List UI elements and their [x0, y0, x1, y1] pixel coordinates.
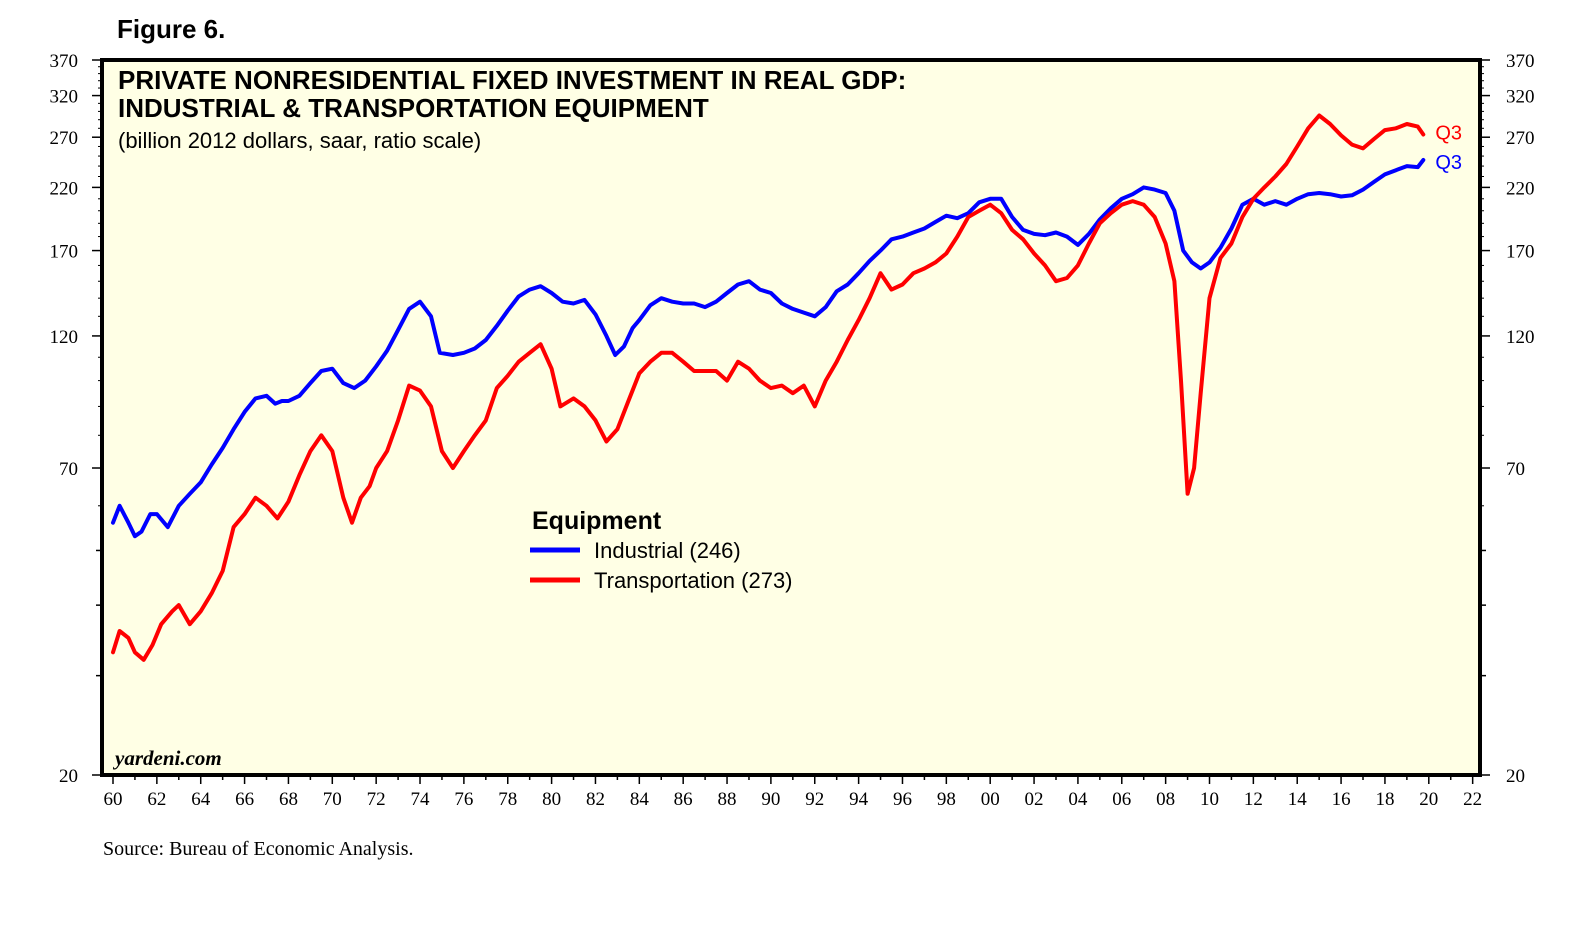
- x-tick-label: 10: [1200, 789, 1219, 810]
- y-tick-label-right: 220: [1506, 178, 1535, 199]
- x-tick-label: 86: [674, 789, 693, 810]
- y-tick-label-right: 70: [1506, 459, 1525, 480]
- x-tick-label: 90: [761, 789, 780, 810]
- y-tick-label-left: 270: [50, 128, 79, 149]
- x-tick-label: 96: [893, 789, 912, 810]
- end-label-industrial: Q3: [1435, 152, 1462, 174]
- x-tick-label: 16: [1332, 789, 1351, 810]
- legend-title: Equipment: [532, 507, 662, 535]
- x-tick-label: 68: [279, 789, 298, 810]
- x-tick-label: 06: [1112, 789, 1131, 810]
- x-tick-label: 64: [191, 789, 211, 810]
- x-tick-label: 78: [498, 789, 517, 810]
- chart-title-line2: INDUSTRIAL & TRANSPORTATION EQUIPMENT: [118, 93, 709, 123]
- y-tick-label-left: 20: [59, 766, 78, 787]
- y-tick-label-right: 20: [1506, 766, 1525, 787]
- x-tick-label: 62: [147, 789, 166, 810]
- x-tick-label: 98: [937, 789, 956, 810]
- x-axis: 60 62 64 66 68 70 72 74 76 78 80 82 84 86 88 90 92 94 96 98…: [104, 775, 1482, 810]
- legend-label-industrial: Industrial (246): [594, 538, 741, 563]
- x-tick-label: 76: [454, 789, 473, 810]
- x-tick-label: 82: [586, 789, 605, 810]
- end-label-transportation: Q3: [1435, 123, 1462, 145]
- y-tick-label-right: 120: [1506, 327, 1535, 348]
- y-tick-label-left: 120: [50, 327, 79, 348]
- x-tick-label: 18: [1375, 789, 1394, 810]
- x-tick-label: 66: [235, 789, 254, 810]
- legend-label-transportation: Transportation (273): [594, 568, 793, 593]
- y-tick-label-left: 220: [50, 178, 79, 199]
- y-tick-label-right: 170: [1506, 242, 1535, 263]
- x-tick-label: 14: [1288, 789, 1308, 810]
- y-tick-label-right: 270: [1506, 128, 1535, 149]
- source-note: Source: Bureau of Economic Analysis.: [103, 838, 414, 860]
- x-tick-label: 08: [1156, 789, 1175, 810]
- x-tick-label: 22: [1463, 789, 1482, 810]
- chart-subtitle: (billion 2012 dollars, saar, ratio scale…: [118, 128, 481, 153]
- x-tick-label: 00: [981, 789, 1000, 810]
- x-tick-label: 88: [718, 789, 737, 810]
- y-tick-label-right: 320: [1506, 87, 1535, 108]
- x-tick-label: 74: [411, 789, 431, 810]
- series-line-transportation: [111, 113, 1426, 662]
- x-tick-label: 94: [849, 789, 869, 810]
- series-line-industrial: [111, 158, 1426, 539]
- x-tick-label: 84: [630, 789, 650, 810]
- x-tick-label: 72: [367, 789, 386, 810]
- x-tick-label: 02: [1025, 789, 1044, 810]
- y-axis-left: 370 320 270 220 170 120 70 20: [50, 51, 102, 787]
- legend: Equipment Industrial (246) Transportatio…: [530, 507, 793, 593]
- y-tick-label-left: 170: [50, 242, 79, 263]
- y-tick-label-left: 70: [59, 459, 78, 480]
- x-tick-label: 70: [323, 789, 342, 810]
- x-tick-label: 12: [1244, 789, 1263, 810]
- y-tick-label-left: 370: [50, 51, 79, 72]
- x-tick-label: 20: [1419, 789, 1438, 810]
- plot-area: [100, 58, 1482, 777]
- watermark: yardeni.com: [112, 746, 222, 770]
- figure-label: Figure 6.: [117, 14, 226, 44]
- x-tick-label: 60: [104, 789, 123, 810]
- y-axis-right: 370 320 270 220 170 120 70 20: [1480, 51, 1535, 787]
- y-tick-label-right: 370: [1506, 51, 1535, 72]
- x-tick-label: 92: [805, 789, 824, 810]
- x-tick-label: 04: [1068, 789, 1088, 810]
- x-tick-label: 80: [542, 789, 561, 810]
- chart-title-line1: PRIVATE NONRESIDENTIAL FIXED INVESTMENT …: [118, 65, 906, 95]
- y-tick-label-left: 320: [50, 87, 79, 108]
